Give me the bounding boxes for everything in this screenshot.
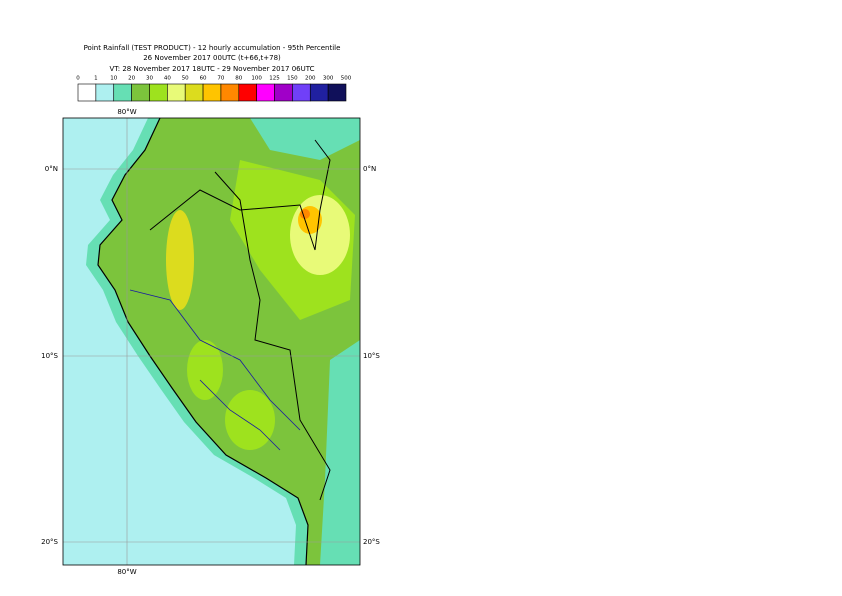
colorbar-box bbox=[220, 83, 240, 102]
map bbox=[63, 118, 360, 565]
colorbar-label: 200 bbox=[305, 76, 316, 82]
colorbar-box bbox=[202, 83, 222, 102]
lat-label: 20°S bbox=[363, 538, 380, 546]
colorbar-box bbox=[113, 83, 132, 102]
colorbar: 0 1 10 20 30 40 50 60 70 80 100 125 150 200 300 500 bbox=[76, 76, 352, 102]
colorbar-label: 150 bbox=[287, 76, 298, 82]
lon-label: 80°W bbox=[117, 568, 136, 576]
colorbar-label: 300 bbox=[323, 76, 334, 82]
graticule bbox=[63, 118, 360, 565]
colorbar-label: 40 bbox=[164, 76, 171, 82]
lon-label: 80°W bbox=[117, 108, 136, 116]
colorbar-label: 1 bbox=[94, 76, 98, 82]
lat-label: 0°N bbox=[363, 165, 376, 173]
subtitle: VT: 28 November 2017 18UTC - 29 November… bbox=[109, 65, 314, 73]
colorbar-box bbox=[309, 83, 329, 102]
colorbar-label: 70 bbox=[217, 76, 224, 82]
colorbar-label: 30 bbox=[146, 76, 153, 82]
colorbar-box bbox=[256, 83, 275, 102]
colorbar-box bbox=[327, 83, 347, 102]
colorbar-label: 10 bbox=[110, 76, 117, 82]
colorbar-label: 500 bbox=[341, 76, 352, 82]
colorbar-box bbox=[274, 83, 293, 102]
colorbar-box bbox=[184, 83, 204, 102]
subtitle: 26 November 2017 00UTC (t+66,t+78) bbox=[143, 54, 281, 62]
colorbar-label: 100 bbox=[251, 76, 262, 82]
colorbar-box bbox=[95, 83, 115, 102]
colorbar-box bbox=[292, 83, 311, 102]
lat-label: 10°S bbox=[363, 352, 380, 360]
colorbar-box bbox=[167, 83, 186, 102]
map-frame bbox=[62, 117, 361, 566]
colorbar-label: 125 bbox=[269, 76, 280, 82]
colorbar-label: 80 bbox=[235, 76, 242, 82]
lat-label: 20°S bbox=[41, 538, 58, 546]
colorbar-label: 0 bbox=[76, 76, 80, 82]
colorbar-box bbox=[238, 83, 257, 102]
lat-label: 10°S bbox=[41, 352, 58, 360]
colorbar-label: 50 bbox=[182, 76, 189, 82]
colorbar-label: 60 bbox=[200, 76, 207, 82]
colorbar-box bbox=[149, 83, 168, 102]
lat-label: 0°N bbox=[45, 165, 58, 173]
title: Point Rainfall (TEST PRODUCT) - 12 hourl… bbox=[84, 44, 341, 52]
colorbar-box bbox=[77, 83, 97, 102]
colorbar-label: 20 bbox=[128, 76, 135, 82]
colorbar-box bbox=[131, 83, 150, 102]
